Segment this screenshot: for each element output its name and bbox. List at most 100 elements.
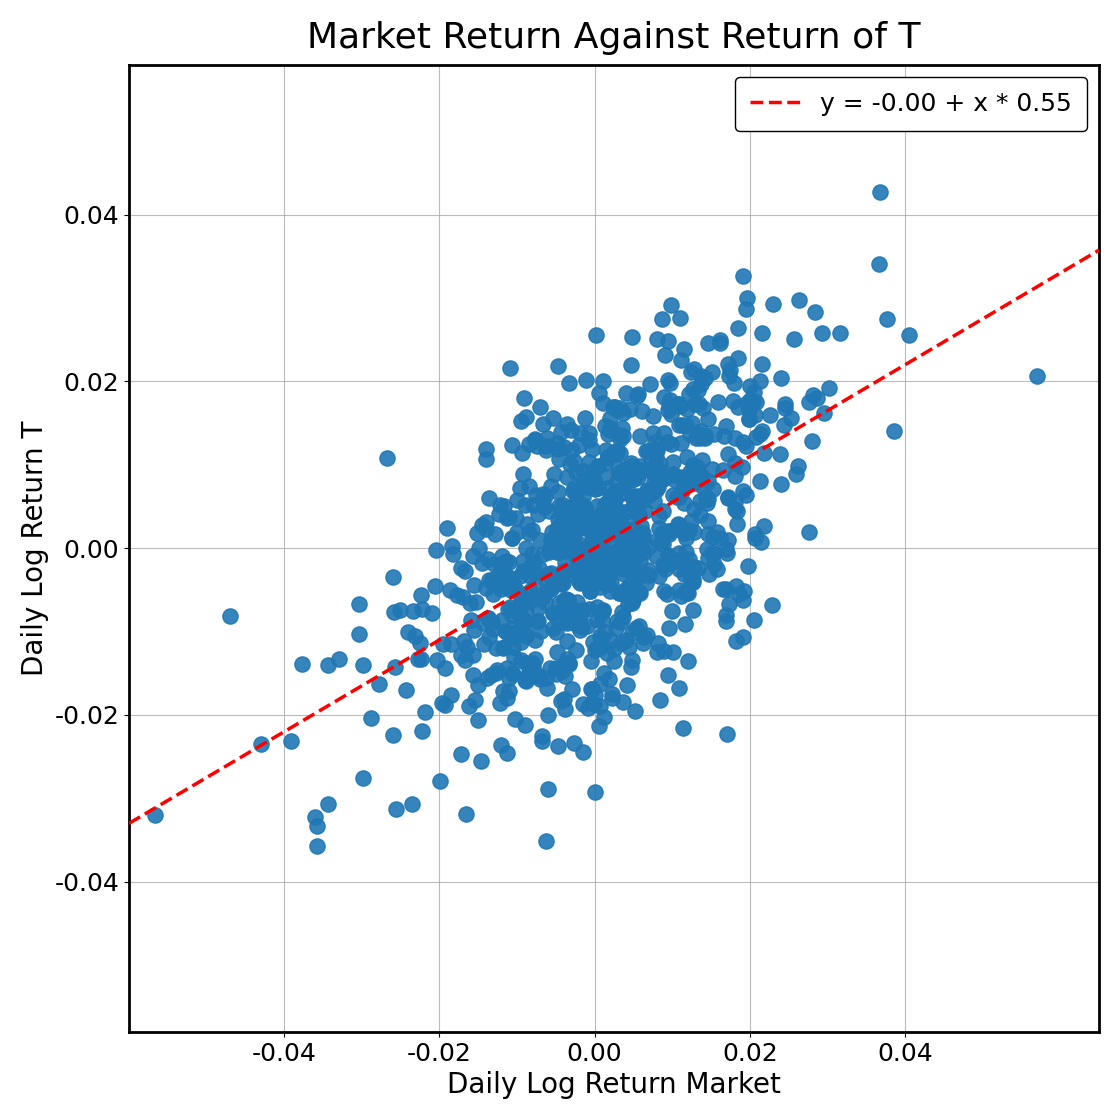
Point [523,545,541,563]
Point [591,631,609,648]
Point [727,577,745,595]
Point [517,672,535,690]
Point [492,571,510,589]
Point [691,505,709,523]
Point [625,520,643,538]
Point [599,576,617,594]
Point [629,468,647,486]
Point [588,540,606,558]
Point [515,594,533,612]
Point [669,515,687,533]
Point [661,549,679,567]
Legend: y = -0.00 + x * 0.55: y = -0.00 + x * 0.55 [735,77,1086,131]
Point [558,414,576,432]
Point [644,408,662,426]
Point [580,507,598,525]
Point [573,696,591,713]
Point [633,492,651,510]
Point [646,441,664,459]
Point [604,497,622,515]
Point [604,539,622,557]
Point [573,744,591,762]
Point [575,488,592,506]
Point [549,519,567,536]
Point [576,564,594,582]
Point [435,635,452,653]
Point [575,517,592,535]
Point [626,534,644,552]
Point [535,592,553,610]
Point [526,650,544,668]
Point [514,389,532,407]
Point [773,475,791,493]
Point [776,399,794,417]
Point [484,571,502,589]
Point [591,578,609,596]
Point [746,525,764,543]
Point [660,396,678,414]
Point [634,634,652,652]
Point [562,522,580,540]
Point [598,510,616,528]
Point [599,448,617,466]
Point [617,580,635,598]
Point [654,535,672,553]
Point [592,524,610,542]
Point [512,478,530,496]
Point [549,541,567,559]
Point [572,511,590,529]
Point [646,476,664,494]
Point [505,648,523,666]
Point [726,493,744,511]
Point [753,324,771,342]
Point [567,641,585,659]
Point [354,656,372,674]
Point [553,603,571,620]
Point [696,429,713,447]
Point [871,184,889,202]
Point [589,514,607,532]
Point [476,635,494,653]
Point [538,680,556,698]
Point [571,573,589,591]
Point [524,663,542,681]
Point [252,736,270,754]
Point [734,628,752,646]
Point [384,726,402,744]
Point [552,692,570,710]
Point [673,482,691,500]
Point [535,498,553,516]
Point [591,627,609,645]
Point [680,521,698,539]
Point [617,473,635,491]
Point [494,682,512,700]
Point [614,604,632,622]
Point [635,543,653,561]
Point [814,404,832,422]
Point [670,580,688,598]
Point [645,493,663,511]
Point [601,575,619,592]
Point [719,355,737,373]
Point [618,478,636,496]
Point [559,654,577,672]
Point [699,512,717,530]
Point [606,492,624,510]
Point [379,449,396,467]
Point [697,488,715,506]
Point [437,660,455,678]
Point [500,507,517,525]
Point [612,634,629,652]
Point [699,334,717,352]
Point [516,409,534,427]
Point [678,585,696,603]
Point [548,643,566,661]
Point [549,483,567,501]
Point [579,516,597,534]
Point [735,581,753,599]
Point [660,619,678,637]
Point [717,613,735,631]
Point [719,488,737,506]
Point [529,599,547,617]
Point [717,606,735,624]
